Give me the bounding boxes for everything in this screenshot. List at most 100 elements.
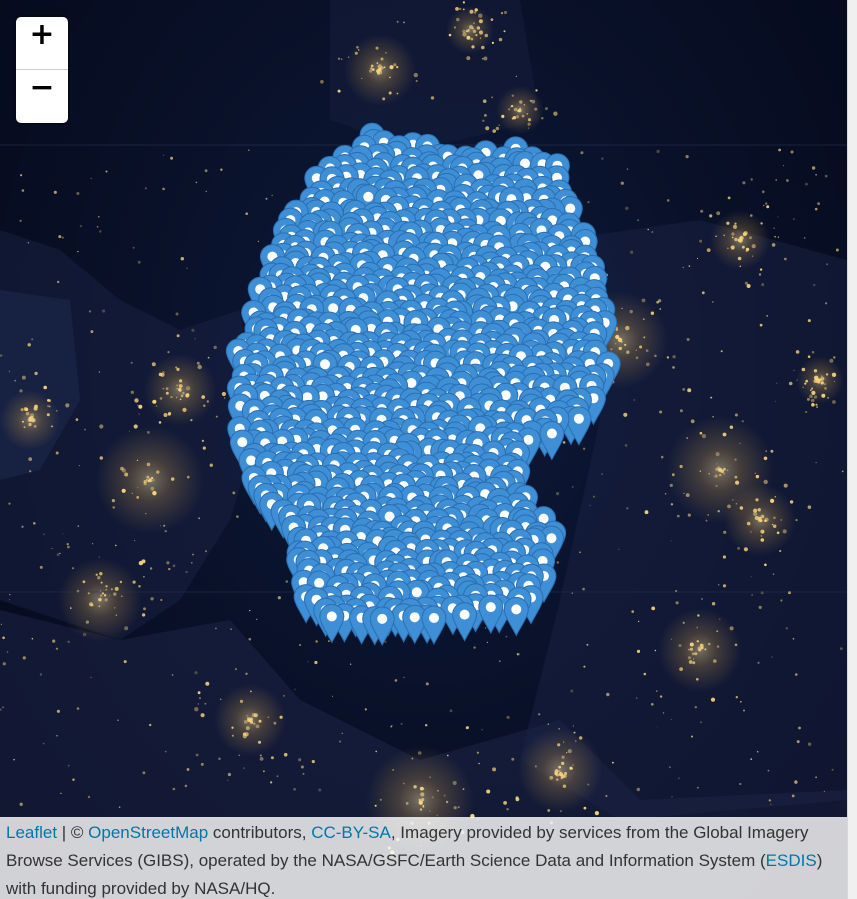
city-light: [100, 581, 103, 584]
city-light: [203, 404, 206, 407]
zoom-out-button[interactable]: −: [29, 70, 55, 105]
city-light: [833, 356, 836, 359]
city-light: [478, 13, 483, 18]
license-link[interactable]: CC-BY-SA: [311, 823, 391, 842]
city-light: [811, 403, 815, 407]
city-light: [250, 690, 252, 693]
city-light: [593, 495, 595, 498]
city-light: [783, 483, 788, 488]
city-light: [722, 584, 727, 588]
city-light: [679, 464, 683, 469]
city-light: [662, 712, 665, 714]
city-light: [486, 789, 491, 794]
city-light: [647, 228, 649, 231]
city-light: [758, 273, 762, 276]
city-light: [726, 221, 730, 225]
city-light: [415, 79, 418, 83]
city-light: [656, 149, 660, 154]
city-light: [749, 530, 753, 533]
city-light: [561, 755, 565, 759]
city-light: [587, 200, 590, 204]
city-light: [803, 237, 806, 239]
city-light: [699, 470, 702, 473]
city-light: [810, 398, 815, 403]
city-light: [48, 405, 51, 408]
city-light: [714, 474, 718, 478]
city-light: [279, 715, 283, 719]
city-light: [162, 371, 165, 374]
city-light: [134, 398, 139, 403]
city-light: [194, 338, 196, 340]
city-light: [42, 742, 45, 745]
zoom-in-button[interactable]: +: [16, 17, 68, 70]
city-light: [764, 563, 767, 567]
city-light: [230, 628, 232, 630]
city-light: [273, 721, 277, 725]
city-light: [147, 431, 150, 434]
city-light: [756, 750, 759, 753]
city-light: [151, 362, 156, 367]
city-light: [755, 474, 760, 479]
city-light: [831, 372, 837, 377]
city-light: [618, 346, 622, 351]
city-light: [481, 45, 485, 50]
city-light: [697, 614, 700, 617]
city-light: [298, 758, 302, 762]
city-light: [231, 727, 234, 729]
city-light: [727, 469, 729, 472]
city-light: [547, 809, 551, 812]
city-light: [318, 788, 322, 792]
city-light: [562, 784, 567, 788]
city-light: [793, 369, 795, 371]
city-light: [263, 770, 265, 773]
city-light: [403, 676, 405, 679]
city-light: [31, 637, 34, 640]
city-light: [243, 720, 248, 724]
city-light: [742, 232, 747, 237]
city-light: [683, 492, 685, 494]
city-light: [815, 776, 817, 779]
city-light: [77, 250, 79, 253]
city-light: [505, 635, 508, 638]
page-scrollbar[interactable]: [847, 0, 857, 899]
city-light: [242, 734, 247, 739]
city-light: [705, 519, 708, 522]
city-light: [403, 21, 405, 24]
map-marker-icon[interactable]: [452, 602, 478, 642]
city-light: [625, 206, 629, 210]
city-light: [349, 663, 352, 665]
city-light: [205, 550, 207, 553]
city-light: [98, 216, 100, 218]
city-light: [506, 715, 510, 720]
city-light: [102, 309, 106, 313]
map-marker-icon[interactable]: [503, 596, 529, 637]
city-light: [170, 395, 173, 399]
city-light: [558, 770, 561, 773]
city-light: [413, 72, 418, 78]
city-light: [56, 709, 61, 713]
city-light: [796, 379, 798, 381]
leaflet-link[interactable]: Leaflet: [6, 823, 58, 842]
osm-link[interactable]: OpenStreetMap: [88, 823, 209, 842]
city-light: [465, 30, 469, 33]
city-light: [21, 375, 26, 380]
city-light: [152, 478, 155, 482]
city-light: [245, 726, 250, 731]
city-light: [123, 660, 127, 664]
city-light: [734, 413, 738, 417]
map-marker-icon[interactable]: [319, 603, 345, 644]
city-light: [99, 456, 104, 460]
city-light: [29, 424, 31, 427]
city-light: [484, 627, 487, 629]
city-light: [587, 783, 590, 786]
city-light: [19, 389, 23, 393]
city-light: [491, 96, 493, 99]
city-light: [277, 596, 281, 600]
city-light: [218, 757, 221, 761]
city-light: [119, 580, 123, 584]
esdis-link[interactable]: ESDIS: [765, 851, 817, 870]
city-light: [88, 310, 92, 313]
city-light: [396, 92, 399, 95]
city-light: [473, 646, 476, 649]
